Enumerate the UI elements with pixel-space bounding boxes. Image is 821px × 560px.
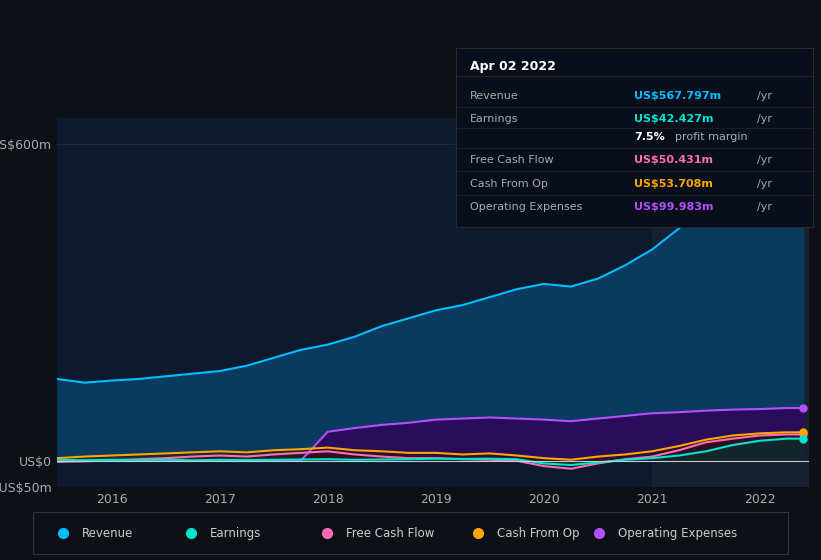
Text: Earnings: Earnings [210, 527, 262, 540]
Text: /yr: /yr [758, 179, 773, 189]
Text: US$567.797m: US$567.797m [635, 91, 722, 101]
Text: Revenue: Revenue [82, 527, 133, 540]
Text: Apr 02 2022: Apr 02 2022 [470, 60, 556, 73]
Text: US$50.431m: US$50.431m [635, 156, 713, 166]
Text: Operating Expenses: Operating Expenses [618, 527, 737, 540]
Text: Cash From Op: Cash From Op [470, 179, 548, 189]
Text: /yr: /yr [758, 156, 773, 166]
Text: Operating Expenses: Operating Expenses [470, 202, 582, 212]
Text: 7.5%: 7.5% [635, 132, 665, 142]
Text: Free Cash Flow: Free Cash Flow [470, 156, 553, 166]
Text: /yr: /yr [758, 114, 773, 124]
Text: Free Cash Flow: Free Cash Flow [346, 527, 434, 540]
Text: Earnings: Earnings [470, 114, 518, 124]
Bar [652, 118, 809, 487]
Text: profit margin: profit margin [676, 132, 748, 142]
Text: /yr: /yr [758, 202, 773, 212]
Text: US$42.427m: US$42.427m [635, 114, 713, 124]
Text: Revenue: Revenue [470, 91, 519, 101]
Text: Cash From Op: Cash From Op [498, 527, 580, 540]
Text: US$99.983m: US$99.983m [635, 202, 713, 212]
Text: US$53.708m: US$53.708m [635, 179, 713, 189]
Text: /yr: /yr [758, 91, 773, 101]
